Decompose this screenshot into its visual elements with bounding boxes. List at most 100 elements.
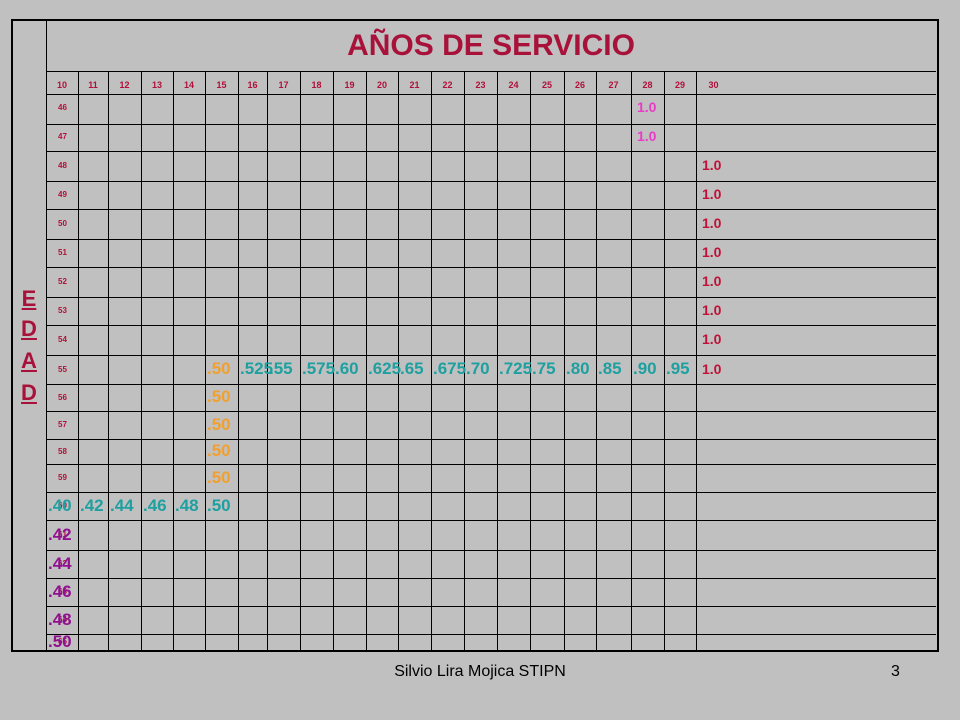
grid-line-vertical	[664, 71, 665, 650]
footer-author: Silvio Lira Mojica STIPN	[394, 663, 566, 680]
year-header: 29	[674, 80, 686, 90]
grid-line-horizontal	[46, 209, 936, 210]
cell-value: .90	[633, 359, 657, 378]
age-label: 50	[58, 219, 67, 228]
cell-value: .46	[143, 495, 167, 515]
age-label: 55	[58, 364, 67, 374]
grid-line-vertical	[696, 71, 697, 650]
year-header: 20	[376, 80, 388, 90]
cell-value: .50	[207, 467, 231, 487]
age-label: 65	[58, 637, 67, 646]
cell-value: .725	[499, 359, 533, 378]
grid-line-horizontal	[46, 267, 936, 268]
cell-value: .65	[400, 359, 424, 378]
cell-value: .42	[80, 495, 104, 515]
cell-value: .46	[48, 581, 72, 601]
cell-value: .50	[207, 359, 231, 378]
grid-line-vertical	[366, 71, 367, 650]
grid-line-horizontal	[46, 181, 936, 182]
grid-line-vertical	[141, 71, 142, 650]
cell-value: 1.0	[702, 273, 722, 289]
cell-value: 1.0	[702, 302, 722, 318]
grid-line-vertical	[267, 71, 268, 650]
cell-value: 1.0	[702, 215, 722, 231]
cell-value: 1.0	[702, 186, 722, 202]
cell-value: .44	[110, 495, 134, 515]
age-label: 60	[58, 501, 67, 510]
edad-letter: E	[21, 286, 37, 311]
grid-line-horizontal	[46, 550, 936, 551]
grid-line-vertical	[78, 71, 79, 650]
grid-line-horizontal	[46, 634, 936, 635]
grid-line-vertical	[497, 71, 498, 650]
year-header: 18	[311, 80, 322, 90]
cell-value: .80	[566, 359, 590, 378]
grid-line-vertical	[431, 71, 432, 650]
year-header: 25	[541, 80, 553, 90]
year-header: 14	[183, 80, 195, 90]
cell-value: .40	[48, 495, 72, 515]
grid-line-vertical	[173, 71, 174, 650]
grid-line-horizontal	[46, 492, 936, 493]
grid-line-horizontal	[46, 578, 936, 579]
grid-line-vertical	[333, 71, 334, 650]
cell-value: .50	[207, 441, 231, 460]
year-header: 19	[344, 80, 355, 90]
age-label: 63	[58, 587, 67, 596]
grid-line-horizontal	[46, 606, 936, 607]
age-label: 59	[58, 473, 67, 482]
grid-line-horizontal	[46, 124, 936, 125]
cell-value: 1.0	[702, 157, 722, 173]
grid-line-vertical	[205, 71, 206, 650]
cell-value: .575	[302, 359, 336, 378]
cell-value: .44	[48, 553, 72, 573]
grid-line-horizontal	[46, 355, 936, 356]
grid-line-vertical	[300, 71, 301, 650]
year-header: 30	[708, 80, 719, 90]
edad-letter: D	[21, 316, 37, 341]
year-header: 27	[608, 80, 619, 90]
grid-line-vertical	[530, 71, 531, 650]
year-header: 22	[442, 80, 453, 90]
age-label: 46	[58, 103, 67, 112]
cell-value: .625	[368, 359, 402, 378]
grid-line-horizontal	[46, 151, 936, 152]
year-header: 13	[151, 80, 163, 90]
age-label: 58	[58, 446, 67, 456]
age-label: 51	[58, 248, 67, 257]
year-header: 24	[508, 80, 519, 90]
age-label: 64	[58, 615, 67, 624]
year-header: 17	[278, 80, 289, 90]
cell-value: .50	[207, 495, 231, 515]
cell-value: .75	[532, 359, 556, 378]
cell-value: .50	[48, 631, 72, 651]
page-number: 3	[891, 663, 900, 680]
year-header: 26	[574, 80, 586, 90]
cell-value: 1.0	[702, 360, 722, 377]
cell-value: .85	[598, 359, 622, 378]
grid-line-horizontal	[46, 71, 936, 72]
cell-value: .70	[466, 359, 490, 378]
grid-line-horizontal	[46, 384, 936, 385]
cell-value: 1.0	[637, 99, 657, 115]
year-header: 23	[475, 80, 486, 90]
grid-line-vertical	[464, 71, 465, 650]
cell-value: .50	[207, 387, 231, 406]
year-header: 21	[409, 80, 420, 90]
grid-line-vertical	[46, 21, 47, 650]
age-label: 56	[58, 392, 67, 402]
year-header: 12	[119, 80, 130, 90]
table-title: AÑOS DE SERVICIO	[347, 29, 635, 62]
grid-line-horizontal	[46, 464, 936, 465]
year-header: 10	[56, 80, 68, 90]
year-header: 11	[88, 80, 98, 90]
cell-value: .675	[433, 359, 467, 378]
grid-line-horizontal	[46, 297, 936, 298]
age-label: 52	[58, 277, 67, 286]
grid-line-vertical	[631, 71, 632, 650]
age-label: 57	[58, 420, 67, 429]
grid-line-vertical	[596, 71, 597, 650]
edad-letter: D	[21, 380, 37, 405]
grid-line-horizontal	[46, 239, 936, 240]
age-label: 47	[58, 131, 67, 141]
